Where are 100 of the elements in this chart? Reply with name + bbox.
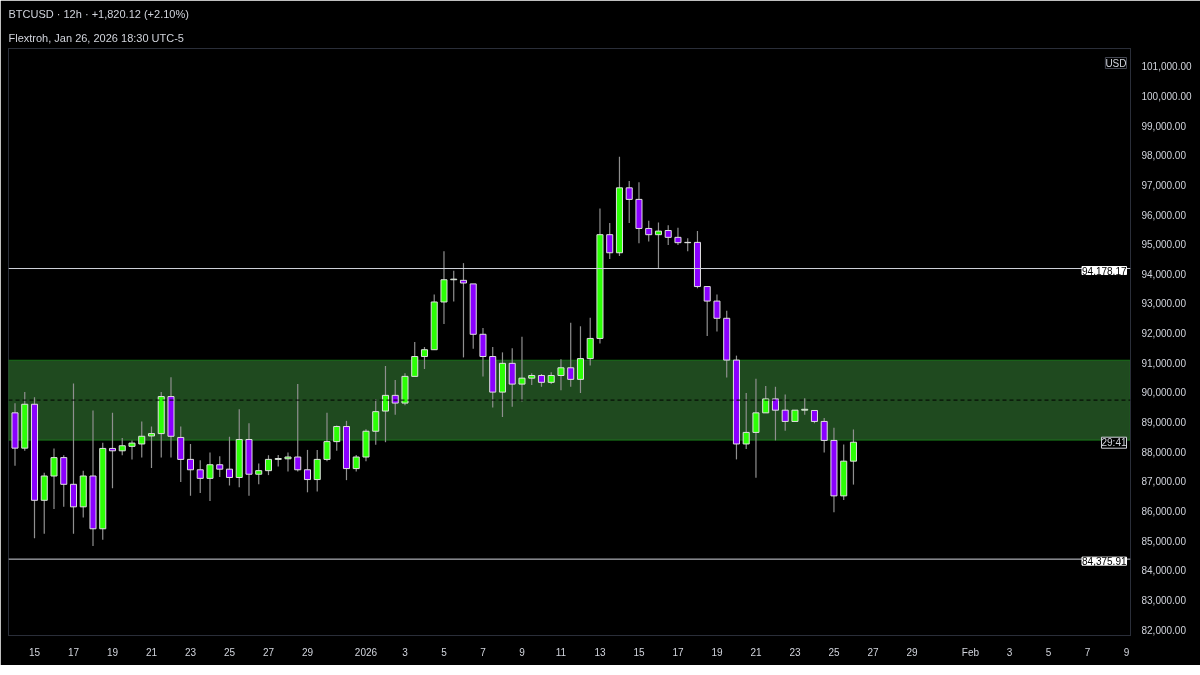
candlestick: [781, 393, 789, 432]
candlestick: [674, 227, 682, 246]
y-tick-label: 87,000.00: [1141, 476, 1187, 488]
candlestick: [294, 383, 302, 473]
candlestick: [567, 322, 575, 388]
candlestick: [606, 222, 614, 260]
ref-line-label: 84,375.91: [1082, 556, 1127, 568]
candlestick: [108, 412, 117, 489]
x-tick-label: 15: [28, 646, 41, 658]
x-tick-label: 2026: [354, 646, 378, 658]
y-tick-label: 94,000.00: [1141, 268, 1187, 280]
candlestick: [147, 425, 156, 469]
candlestick: [381, 365, 389, 443]
x-tick-label: 3: [402, 646, 409, 658]
x-tick-label: 13: [594, 646, 606, 658]
candlestick: [372, 398, 380, 446]
candlestick: [323, 412, 331, 462]
x-tick-label: 25: [828, 646, 840, 658]
y-tick-label: 86,000.00: [1141, 505, 1187, 517]
y-tick-label: 95,000.00: [1141, 239, 1187, 251]
candlestick: [771, 386, 779, 442]
x-tick-label: 25: [223, 646, 236, 658]
y-tick-label: 92,000.00: [1141, 328, 1187, 340]
x-tick-label: 21: [750, 646, 762, 658]
candlestick: [703, 285, 711, 337]
y-tick-label: 83,000.00: [1141, 594, 1187, 606]
x-tick-label: 5: [441, 646, 448, 658]
candlestick: [284, 451, 292, 473]
candlestick: [333, 425, 341, 452]
candlestick: [225, 436, 234, 487]
x-tick-label: 11: [555, 646, 567, 658]
y-tick-label: 98,000.00: [1141, 150, 1187, 162]
chart-subtitle: Flextroh, Jan 26, 2026 18:30 UTC-5: [8, 31, 184, 44]
ref-line-label: 94,178.17: [1082, 265, 1127, 277]
x-tick-label: 23: [789, 646, 801, 658]
x-tick-label: 29: [906, 646, 918, 658]
x-tick-label: 3: [1006, 646, 1013, 658]
candlestick: [479, 327, 487, 377]
x-tick-label: 19: [711, 646, 723, 658]
y-tick-label: 99,000.00: [1141, 120, 1187, 132]
annotation: USD: [1105, 57, 1127, 69]
candlestick: [713, 293, 721, 333]
x-tick-label: 17: [67, 646, 80, 658]
candlestick: [138, 420, 146, 459]
candlestick: [128, 439, 136, 460]
candlestick: [186, 443, 195, 497]
x-tick-label: 7: [480, 646, 487, 658]
x-tick-label: 29: [301, 646, 314, 658]
candlestick: [518, 336, 526, 403]
x-tick-label: 21: [145, 646, 158, 658]
candlestick: [654, 221, 662, 269]
candlestick: [586, 317, 594, 367]
y-tick-label: 84,000.00: [1141, 565, 1187, 577]
candlestick: [625, 180, 633, 224]
candlestick: [216, 455, 224, 478]
annotation: 29:41: [1101, 437, 1127, 449]
candlestick: [177, 425, 185, 483]
x-tick-label: 15: [633, 646, 645, 658]
candlestick: [557, 358, 565, 391]
candlestick: [820, 417, 828, 454]
y-tick-label: 100,000.00: [1141, 90, 1192, 102]
x-tick-label: 9: [1123, 646, 1130, 658]
candlestick: [264, 454, 273, 476]
candlestick: [303, 449, 312, 493]
x-tick-label: 19: [106, 646, 119, 658]
x-tick-label: 5: [1045, 646, 1052, 658]
candlestick: [508, 347, 516, 408]
candlestick: [196, 459, 204, 494]
chart-title: BTCUSD · 12h · +1,820.12 (+2.10%): [8, 7, 189, 20]
candlestick: [752, 378, 760, 479]
y-tick-label: 85,000.00: [1141, 535, 1187, 547]
candlestick: [762, 385, 770, 414]
x-tick-label: 27: [262, 646, 275, 658]
candlestick: [742, 392, 750, 450]
x-tick-label: 7: [1084, 646, 1091, 658]
candlestick: [50, 447, 58, 510]
x-tick-label: 9: [519, 646, 526, 658]
candlestick: [459, 262, 467, 359]
candlestick: [420, 346, 428, 370]
y-tick-label: 88,000.00: [1141, 446, 1187, 458]
candlestick: [255, 462, 263, 485]
candlestick: [849, 428, 857, 486]
candlestick: [313, 449, 321, 493]
y-tick-label: 91,000.00: [1141, 357, 1187, 369]
candlestick: [206, 451, 214, 502]
candlestick: [391, 379, 399, 416]
y-tick-label: 96,000.00: [1141, 209, 1187, 221]
x-tick-label: 23: [184, 646, 197, 658]
candlestick: [411, 341, 419, 377]
x-tick-label: 17: [672, 646, 684, 658]
y-tick-label: 82,000.00: [1141, 624, 1187, 636]
candlestick: [645, 220, 653, 243]
candlestick: [664, 224, 672, 246]
y-tick-label: 89,000.00: [1141, 417, 1187, 429]
x-tick-label: Feb: [961, 646, 980, 658]
x-tick-label: 27: [867, 646, 879, 658]
y-tick-label: 97,000.00: [1141, 179, 1187, 191]
candlestick: [69, 382, 78, 535]
y-tick-label: 93,000.00: [1141, 298, 1187, 310]
candlestick: [450, 270, 458, 302]
